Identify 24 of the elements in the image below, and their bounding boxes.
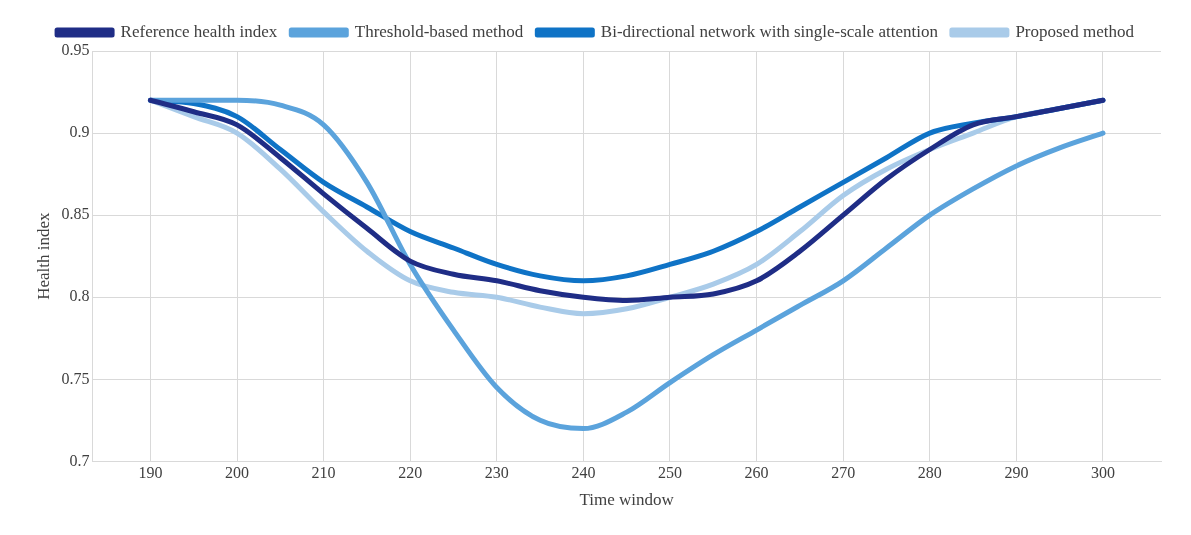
x-tick-label: 230 <box>484 464 509 482</box>
x-tick-label: 270 <box>831 464 856 482</box>
x-axis-title: Time window <box>579 490 675 510</box>
legend-label: Reference health index <box>120 21 278 41</box>
x-tick-label: 250 <box>658 464 682 482</box>
y-axis-title: Health index <box>33 212 53 300</box>
y-tick-label: 0.75 <box>61 369 90 387</box>
y-tick-label: 0.95 <box>61 41 90 59</box>
x-tick-label: 220 <box>398 464 423 482</box>
y-tick-label: 0.7 <box>69 451 90 469</box>
x-tick-label: 240 <box>571 464 596 482</box>
legend-label: Bi-directional network with single-scale attention <box>600 21 939 41</box>
x-tick-label: 280 <box>917 464 942 482</box>
x-tick-label: 190 <box>138 464 163 482</box>
y-tick-label: 0.8 <box>69 287 90 305</box>
x-tick-label: 300 <box>1090 464 1115 482</box>
x-tick-label: 210 <box>311 464 336 482</box>
x-tick-label: 290 <box>1004 464 1029 482</box>
legend-label: Proposed method <box>1015 21 1135 41</box>
y-tick-label: 0.85 <box>61 205 90 223</box>
x-tick-label: 200 <box>225 464 250 482</box>
x-tick-label: 260 <box>744 464 769 482</box>
legend-label: Threshold-based method <box>354 21 524 41</box>
y-tick-label: 0.9 <box>69 123 90 141</box>
